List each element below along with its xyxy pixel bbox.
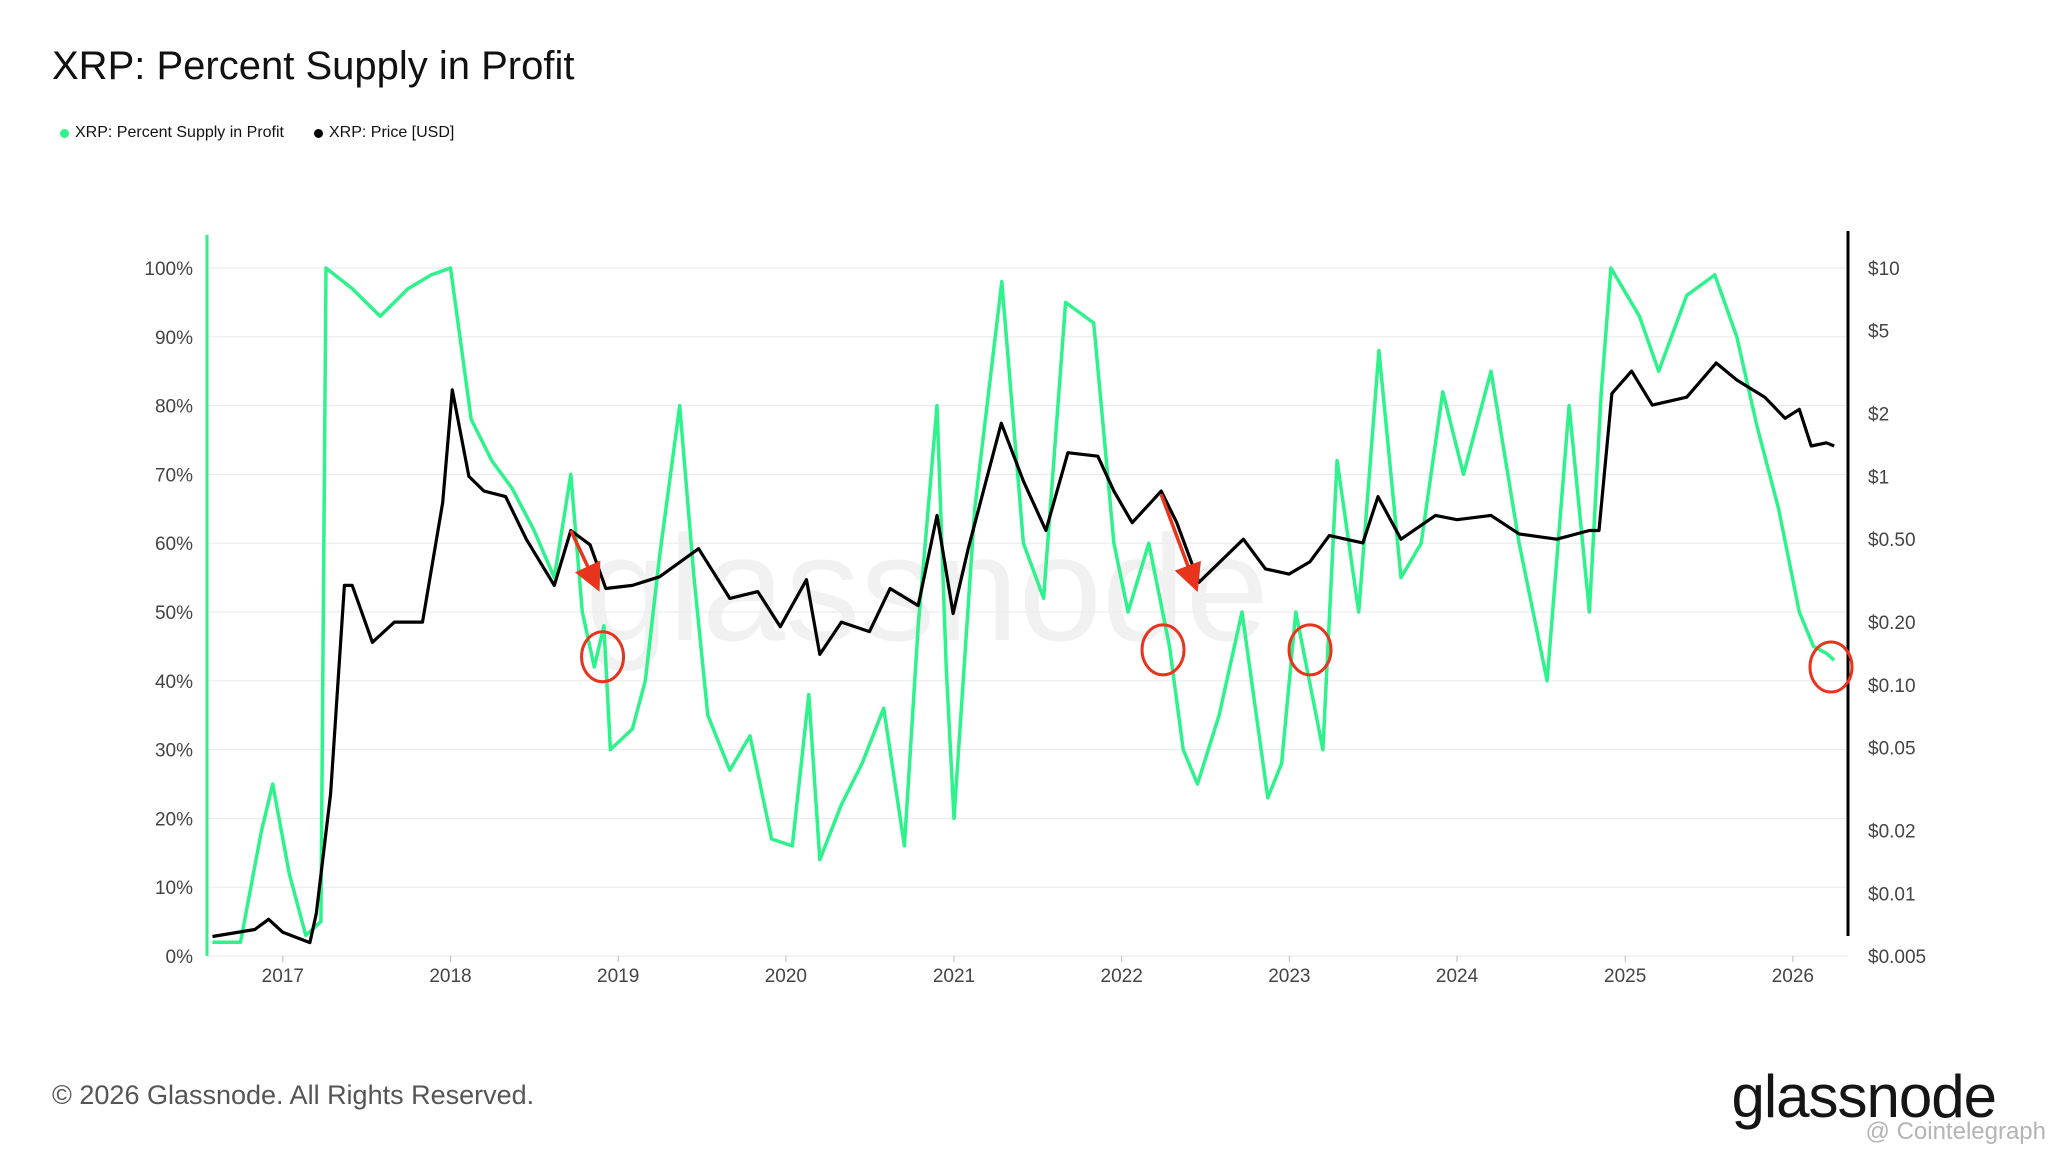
copyright-footer: © 2026 Glassnode. All Rights Reserved.	[52, 1080, 535, 1110]
x-tick-label: 2026	[1772, 966, 1814, 987]
y-left-tick-label: 30%	[155, 741, 193, 762]
y-right-tick-label: $2	[1868, 405, 1889, 426]
y-right-tick-label: $0.10	[1868, 676, 1916, 697]
x-tick-label: 2019	[597, 966, 639, 987]
x-tick-label: 2022	[1101, 966, 1143, 987]
y-left-tick-label: 90%	[155, 328, 193, 349]
y-right-tick-label: $1	[1868, 467, 1889, 488]
supply-in-profit-line	[212, 266, 1836, 944]
y-left-tick-label: 100%	[144, 259, 193, 280]
y-right-tick-label: $0.50	[1868, 530, 1916, 551]
legend: XRP: Percent Supply in Profit XRP: Price…	[60, 124, 454, 142]
chart-title: XRP: Percent Supply in Profit	[52, 44, 575, 88]
axes: 0% 10% 20% 30% 40% 50% 60% 70% 80% 90% 100% $10 $5 $2…	[144, 231, 1926, 987]
highlight-circle-3	[1287, 623, 1333, 677]
grid	[207, 267, 1848, 957]
y-right-tick-label: $0.005	[1868, 947, 1926, 968]
price-line	[212, 361, 1835, 945]
glassnode-logo: glassnode	[1731, 1063, 1997, 1130]
legend-dot-supply	[60, 128, 69, 138]
y-right-tick-label: $0.01	[1868, 884, 1916, 905]
x-tick-label: 2017	[262, 966, 304, 987]
x-tick-label: 2021	[933, 966, 975, 987]
x-tick-label: 2020	[765, 966, 807, 987]
cointelegraph-credit: @ Cointelegraph	[1865, 1118, 2046, 1145]
y-left-tick-label: 0%	[166, 947, 194, 968]
legend-label-supply: XRP: Percent Supply in Profit	[75, 124, 284, 141]
y-left-tick-label: 70%	[155, 465, 193, 486]
y-left-tick-label: 50%	[155, 603, 193, 624]
y-right-tick-label: $0.02	[1868, 822, 1916, 843]
x-tick-label: 2024	[1436, 966, 1479, 987]
x-tick-label: 2023	[1268, 966, 1310, 987]
series-layer	[212, 266, 1836, 945]
y-left-tick-label: 40%	[155, 672, 193, 693]
x-tick-label: 2018	[429, 966, 471, 987]
highlight-circle-1	[580, 630, 626, 684]
legend-item-supply[interactable]: XRP: Percent Supply in Profit	[60, 124, 284, 142]
legend-label-price: XRP: Price [USD]	[328, 124, 455, 141]
decline-arrow-1	[569, 529, 601, 592]
y-right-tick-label: $0.20	[1868, 613, 1916, 634]
highlight-circle-4	[1808, 640, 1854, 694]
y-left-tick-label: 60%	[155, 534, 193, 555]
x-tick-label: 2025	[1604, 966, 1646, 987]
y-right-tick-label: $5	[1868, 322, 1889, 343]
legend-dot-price	[313, 128, 323, 138]
y-left-tick-label: 10%	[155, 878, 193, 899]
y-right-tick-label: $10	[1868, 259, 1900, 280]
y-left-tick-label: 80%	[155, 397, 193, 418]
annotations	[569, 493, 1854, 694]
legend-item-price[interactable]: XRP: Price [USD]	[313, 124, 455, 142]
y-right-tick-label: $0.05	[1868, 739, 1916, 760]
decline-arrow-2	[1159, 493, 1201, 592]
y-left-tick-label: 20%	[155, 809, 193, 830]
highlight-circle-2	[1140, 623, 1186, 677]
